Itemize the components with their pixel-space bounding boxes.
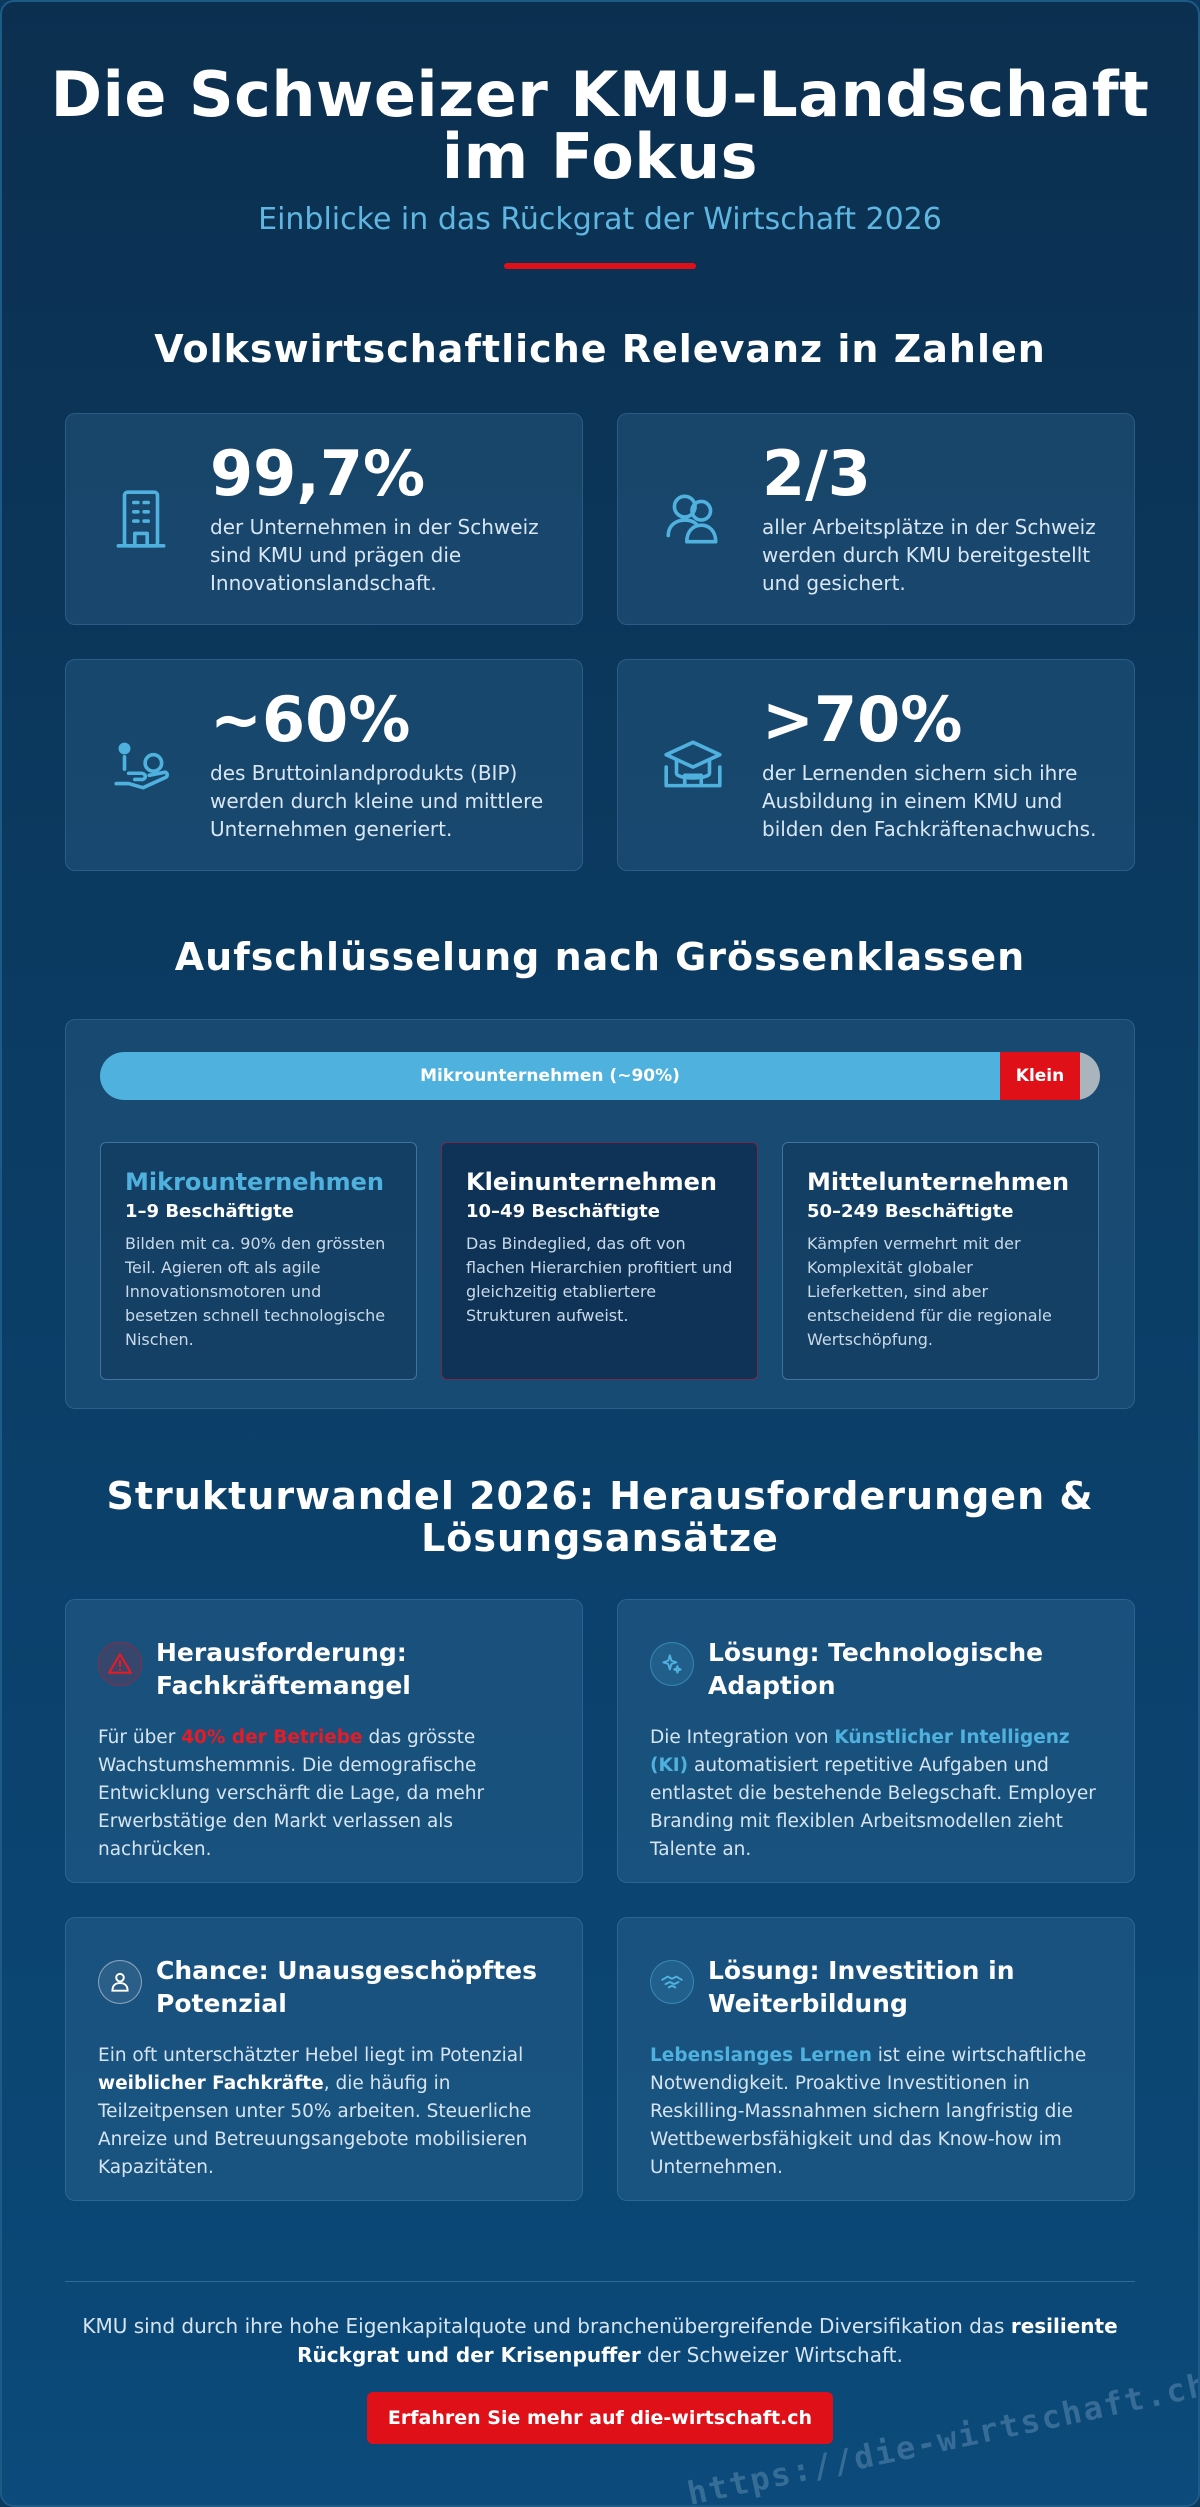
size-name: Mikrounternehmen (125, 1168, 384, 1196)
card-text: Für über 40% der Betriebe das grösste Wa… (98, 1727, 485, 1860)
stat-text: des Bruttoinlandprodukts (BIP) werden du… (210, 761, 544, 841)
size-card-micro: Mikrounternehmen 1–9 Beschäftigte Bilden… (100, 1142, 417, 1380)
size-range: 1–9 Beschäftigte (125, 1201, 294, 1222)
title-divider (504, 263, 696, 269)
card-title: Lösung: Investition in Weiterbildung (708, 1956, 1015, 2018)
card-text: Ein oft unterschätzter Hebel liegt im Po… (98, 2045, 532, 2178)
stat-value: 99,7% (210, 437, 426, 510)
graduation-cap-icon (660, 732, 726, 798)
size-name: Kleinunternehmen (466, 1168, 717, 1196)
stat-card-apprentices: >70% der Lernenden sichern sich ihre Aus… (617, 659, 1135, 871)
sizes-section-title: Aufschlüsselung nach Grössenklassen (174, 935, 1026, 979)
highlight-text: Künstlicher Intelligenz (KI) (650, 1727, 1070, 1776)
stat-text: aller Arbeitsplätze in der Schweiz werde… (762, 515, 1096, 595)
person-icon (98, 1960, 142, 2004)
highlight-text: 40% der Betriebe (181, 1727, 363, 1748)
size-classes-panel: Mikrounternehmen (~90%) Klein Mikrounter… (65, 1019, 1135, 1409)
size-card-medium: Mittelunternehmen 50–249 Beschäftigte Kä… (782, 1142, 1099, 1380)
challenge-card-skills: Herausforderung: Fachkräftemangel Für üb… (65, 1599, 583, 1883)
card-title: Lösung: Technologische Adaption (708, 1638, 1044, 1700)
header: Die Schweizer KMU-Landschaft im Fokus Ei… (2, 2, 1198, 269)
chance-card-potential: Chance: Unausgeschöpftes Potenzial Ein o… (65, 1917, 583, 2201)
footer: KMU sind durch ihre hohe Eigenkapitalquo… (65, 2281, 1135, 2444)
stat-value: ~60% (210, 683, 411, 756)
page-subtitle: Einblicke in das Rückgrat der Wirtschaft… (258, 202, 942, 237)
highlight-text: weiblicher Fachkräfte (98, 2073, 324, 2094)
size-range: 50–249 Beschäftigte (807, 1201, 1014, 1222)
sparkle-icon (650, 1642, 694, 1686)
solution-card-technology: Lösung: Technologische Adaption Die Inte… (617, 1599, 1135, 1883)
building-icon (108, 486, 174, 552)
stats-grid: 99,7% der Unternehmen in der Schweiz sin… (65, 413, 1135, 871)
stat-value: >70% (762, 683, 963, 756)
card-title: Chance: Unausgeschöpftes Potenzial (156, 1956, 538, 2018)
size-distribution-bar: Mikrounternehmen (~90%) Klein (100, 1052, 1100, 1100)
change-grid: Herausforderung: Fachkräftemangel Für üb… (65, 1599, 1135, 2201)
stat-text: der Unternehmen in der Schweiz sind KMU … (210, 515, 539, 595)
size-desc: Bilden mit ca. 90% den grössten Teil. Ag… (125, 1234, 386, 1349)
handshake-icon (650, 1960, 694, 2004)
stat-value: 2/3 (762, 437, 871, 510)
stat-card-gdp: ~60% des Bruttoinlandprodukts (BIP) werd… (65, 659, 583, 871)
change-section-title: Strukturwandel 2026: Herausforderungen &… (106, 1474, 1094, 1560)
bar-segment-small: Klein (1000, 1052, 1080, 1100)
card-text: Lebenslanges Lernen ist eine wirtschaftl… (650, 2045, 1087, 2178)
size-card-small: Kleinunternehmen 10–49 Beschäftigte Das … (441, 1142, 758, 1380)
card-text: Die Integration von Künstlicher Intellig… (650, 1727, 1096, 1860)
stat-card-jobs: 2/3 aller Arbeitsplätze in der Schweiz w… (617, 413, 1135, 625)
size-name: Mittelunternehmen (807, 1168, 1070, 1196)
footer-highlight: resiliente Rückgrat und der Krisenpuffer (297, 2314, 1118, 2367)
page-title: Die Schweizer KMU-Landschaft im Fokus (50, 58, 1150, 193)
card-title: Herausforderung: Fachkräftemangel (156, 1638, 411, 1700)
size-desc: Kämpfen vermehrt mit der Komplexität glo… (807, 1234, 1052, 1349)
warning-icon (98, 1642, 142, 1686)
stat-card-companies: 99,7% der Unternehmen in der Schweiz sin… (65, 413, 583, 625)
bar-segment-micro: Mikrounternehmen (~90%) (100, 1052, 1000, 1100)
highlight-text: Lebenslanges Lernen (650, 2045, 872, 2066)
hand-coin-icon (108, 732, 174, 798)
size-class-cards: Mikrounternehmen 1–9 Beschäftigte Bilden… (100, 1142, 1100, 1380)
footer-text: KMU sind durch ihre hohe Eigenkapitalquo… (82, 2314, 1118, 2367)
size-desc: Das Bindeglied, das oft von flachen Hier… (466, 1234, 733, 1325)
size-range: 10–49 Beschäftigte (466, 1201, 660, 1222)
people-icon (660, 486, 726, 552)
learn-more-button[interactable]: Erfahren Sie mehr auf die-wirtschaft.ch (367, 2392, 833, 2444)
solution-card-training: Lösung: Investition in Weiterbildung Leb… (617, 1917, 1135, 2201)
stat-text: der Lernenden sichern sich ihre Ausbildu… (762, 761, 1097, 841)
bar-segment-medium (1080, 1052, 1100, 1100)
relevance-section-title: Volkswirtschaftliche Relevanz in Zahlen (154, 327, 1046, 371)
